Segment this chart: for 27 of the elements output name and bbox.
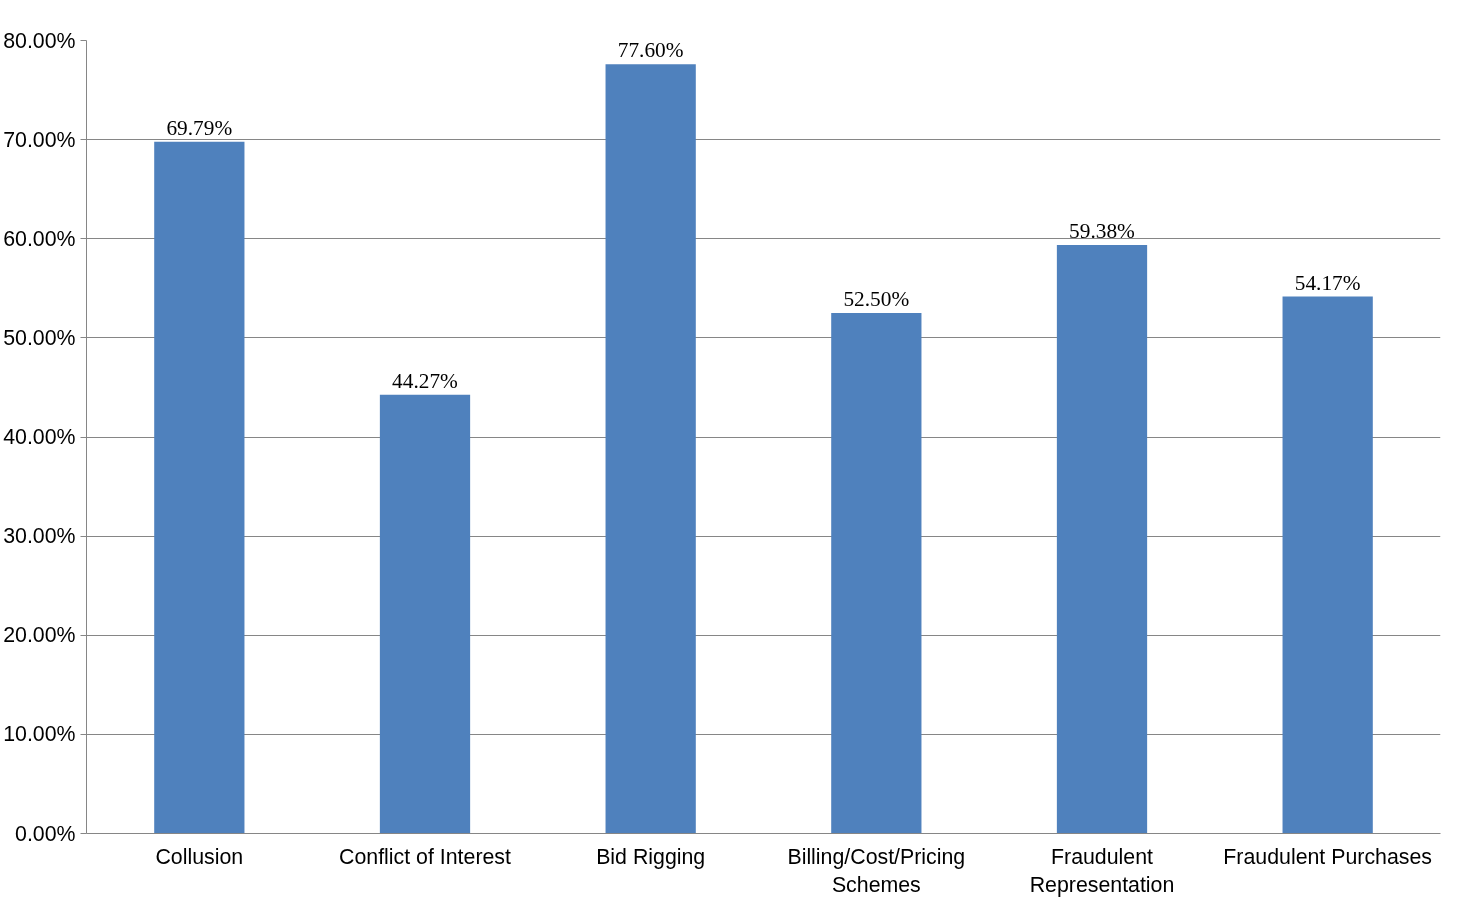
y-tick-label: 80.00% <box>3 28 76 53</box>
x-tick-label: Conflict of Interest <box>339 844 512 869</box>
data-label: 54.17% <box>1294 270 1361 295</box>
data-label: 59.38% <box>1069 218 1136 243</box>
bar <box>1282 296 1373 834</box>
bar <box>154 141 245 834</box>
bar <box>605 64 696 834</box>
y-tick-label: 40.00% <box>3 425 76 449</box>
data-label: 52.50% <box>843 287 910 312</box>
data-label: 44.27% <box>392 368 459 393</box>
y-tick-label: 10.00% <box>3 722 76 747</box>
y-tick-label: 60.00% <box>3 226 76 251</box>
y-tick-label: 20.00% <box>3 623 76 648</box>
y-tick-label: 30.00% <box>3 524 76 549</box>
data-label: 77.60% <box>617 38 684 63</box>
x-tick-label: Fraudulent Purchases <box>1223 844 1433 869</box>
x-tick-label: Fraudulent Representation <box>1029 844 1175 898</box>
bar <box>831 313 922 834</box>
x-tick-label: Collusion <box>155 844 244 869</box>
bar <box>379 394 471 834</box>
y-tick-label: 50.00% <box>3 325 76 350</box>
bar <box>1056 244 1148 834</box>
data-label: 69.79% <box>166 115 233 140</box>
y-tick-label: 0.00% <box>15 821 76 846</box>
y-tick-label: 70.00% <box>3 127 76 152</box>
x-tick-label: Bid Rigging <box>596 844 706 869</box>
x-tick-label: Billing/Cost/Pricing Schemes <box>787 844 966 898</box>
